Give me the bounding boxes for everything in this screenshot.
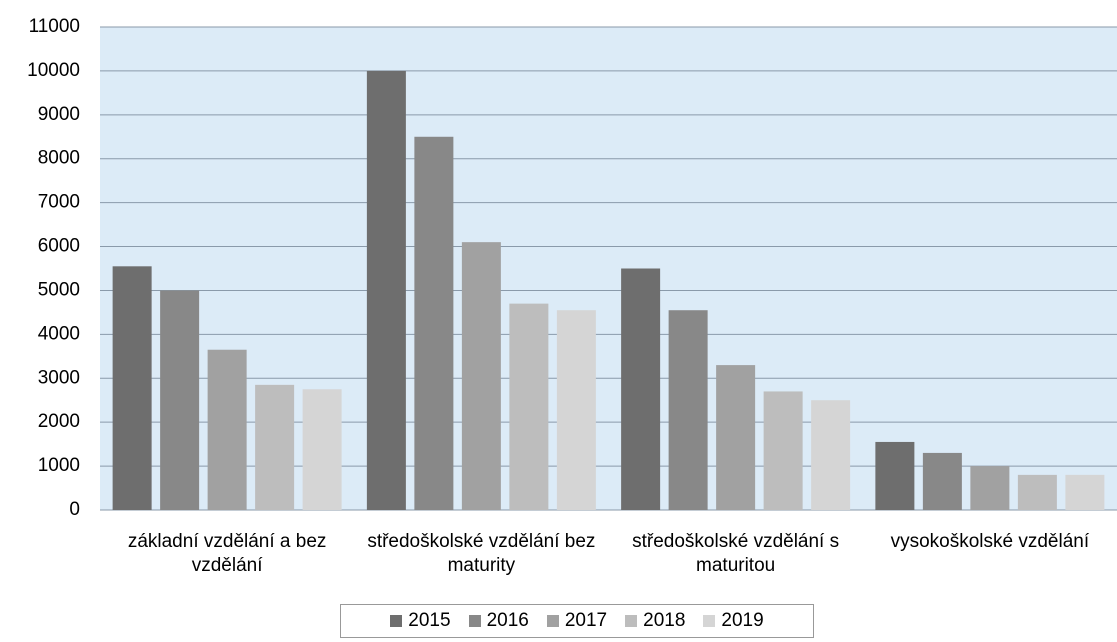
- legend-swatch: [625, 615, 638, 627]
- x-tick-label: středoškolské vzdělání s maturitou: [632, 531, 840, 576]
- x-tick-label: základní vzdělání a bez vzdělání: [127, 531, 327, 576]
- bar: [621, 268, 661, 510]
- bar: [255, 384, 295, 510]
- x-tick-label: středoškolské vzdělání bez maturity: [367, 531, 596, 576]
- bar: [366, 70, 406, 510]
- y-tick-label: 5000: [38, 279, 80, 300]
- legend-item: 2015: [390, 610, 451, 632]
- y-tick-label: 10000: [27, 60, 80, 81]
- legend-item: 2016: [468, 610, 529, 632]
- y-tick-label: 4000: [38, 323, 80, 344]
- bar: [875, 441, 915, 510]
- bar: [716, 365, 756, 510]
- bar: [1017, 474, 1057, 510]
- y-tick-label: 1000: [38, 455, 80, 476]
- bar: [112, 266, 152, 510]
- y-tick-label: 6000: [38, 236, 80, 257]
- bar: [302, 389, 342, 510]
- bar: [160, 290, 200, 510]
- y-tick-label: 0: [69, 499, 80, 520]
- legend-label: 2017: [564, 610, 608, 631]
- bar: [763, 391, 803, 510]
- legend-item: 2019: [703, 610, 764, 632]
- y-tick-label: 3000: [38, 367, 80, 388]
- y-tick-label: 2000: [38, 411, 80, 432]
- legend-swatch: [546, 615, 559, 627]
- legend-label: 2019: [721, 610, 764, 631]
- legend: 2015 2016 2017 2018 2019: [340, 604, 814, 638]
- legend-label: 2015: [408, 610, 451, 631]
- legend-item: 2018: [625, 610, 685, 632]
- legend-item: 2017: [546, 610, 608, 632]
- legend-swatch: [390, 615, 403, 627]
- legend-label: 2018: [643, 610, 686, 631]
- bar: [556, 310, 596, 510]
- bar: [811, 400, 851, 510]
- legend-label: 2016: [486, 610, 529, 631]
- y-tick-label: 11000: [29, 16, 80, 37]
- bar: [1065, 474, 1105, 510]
- bar: [509, 303, 549, 510]
- bar: [414, 136, 454, 511]
- y-tick-label: 8000: [38, 148, 80, 169]
- bar: [461, 242, 501, 510]
- legend-swatch: [468, 615, 481, 627]
- plot-area: [100, 27, 1117, 510]
- y-tick-label: 9000: [38, 104, 80, 125]
- bar: [668, 310, 708, 510]
- bar: [970, 466, 1010, 510]
- bar: [207, 349, 247, 510]
- y-tick-label: 7000: [38, 192, 80, 213]
- bar: [922, 452, 962, 510]
- legend-swatch: [703, 615, 716, 627]
- x-tick-label: vysokoškolské vzdělání: [890, 531, 1090, 552]
